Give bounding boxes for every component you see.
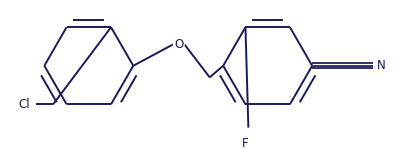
Text: Cl: Cl [18, 98, 30, 111]
Text: O: O [174, 38, 183, 51]
Text: F: F [242, 137, 249, 150]
Text: N: N [377, 59, 385, 72]
